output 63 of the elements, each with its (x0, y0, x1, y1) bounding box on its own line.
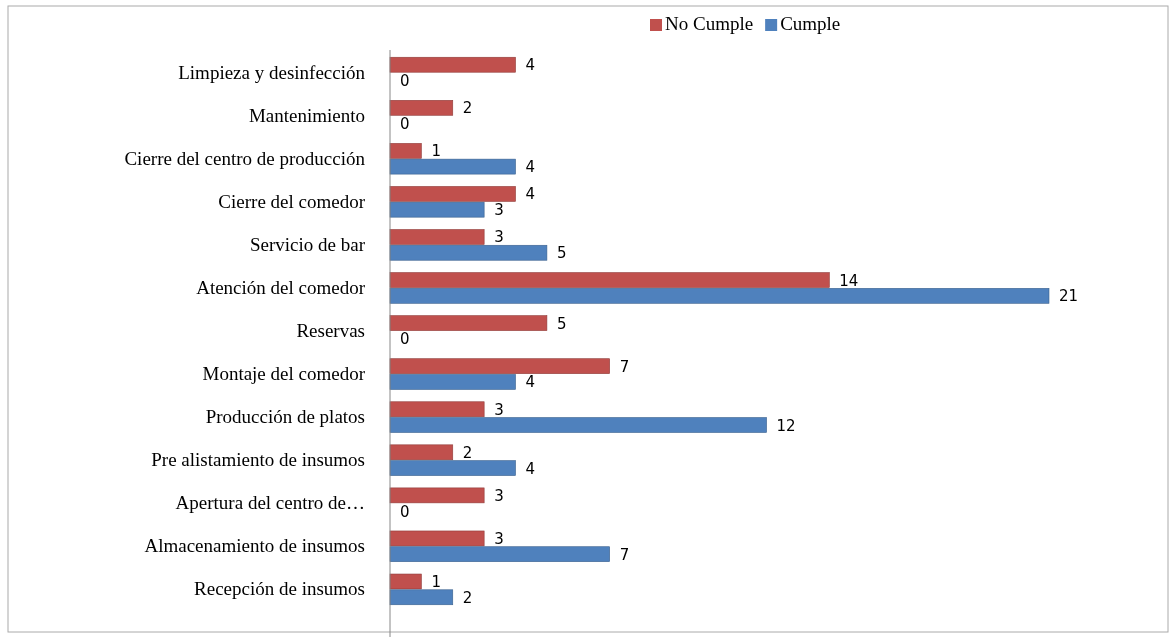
bar (389, 56, 516, 73)
data-label: 0 (400, 115, 410, 134)
data-label: 3 (494, 529, 504, 548)
data-label: 4 (525, 185, 536, 204)
data-label: 0 (400, 71, 410, 90)
data-label: 1 (431, 573, 441, 592)
data-label: 2 (462, 443, 473, 462)
data-label: 0 (400, 502, 410, 521)
data-label: 3 (494, 201, 504, 220)
y-tick-label: Almacenamiento de insumos (144, 535, 365, 557)
bar (389, 186, 516, 202)
data-label: 12 (776, 416, 796, 435)
data-label: 4 (525, 158, 536, 177)
legend-label: No Cumple (665, 13, 754, 34)
bar (389, 143, 422, 159)
bar (389, 374, 516, 390)
bar (389, 158, 516, 175)
bar (389, 272, 830, 288)
bar (389, 100, 454, 116)
data-label: 3 (494, 228, 504, 247)
data-label: 5 (556, 314, 567, 333)
y-tick-label: Pre alistamiento de insumos (151, 449, 365, 471)
y-tick-label: Servicio de bar (249, 233, 366, 255)
data-label: 2 (462, 588, 473, 607)
data-label: 1 (431, 142, 441, 161)
bar (389, 530, 485, 547)
data-label: 21 (1059, 287, 1079, 306)
bar (389, 288, 1050, 304)
y-tick-label: Cierre del comedor (218, 190, 366, 212)
data-label: 4 (525, 56, 536, 75)
data-label: 5 (556, 244, 567, 263)
y-tick-label: Cierre del centro de producción (124, 147, 366, 169)
y-tick-label: Producción de platos (205, 406, 365, 428)
y-tick-label: Mantenimiento (248, 104, 365, 126)
data-label: 14 (839, 271, 859, 290)
legend-label: Cumple (780, 13, 841, 34)
bar (389, 589, 454, 606)
data-label: 7 (619, 357, 630, 376)
bar (389, 229, 485, 245)
bar (389, 444, 454, 461)
bar (389, 460, 516, 476)
data-label: 2 (462, 99, 473, 118)
bar (389, 487, 485, 504)
bar (389, 358, 610, 374)
data-label: 7 (619, 545, 630, 564)
y-tick-label: Recepción de insumos (194, 578, 365, 600)
y-tick-label: Apertura del centro de… (175, 492, 365, 514)
bar (389, 244, 548, 261)
data-label: 0 (400, 330, 410, 349)
y-tick-label: Atención del comedor (196, 277, 366, 299)
data-label: 4 (525, 459, 536, 478)
data-label: 3 (494, 486, 504, 505)
y-tick-label: Limpieza y desinfección (178, 61, 366, 83)
bar (389, 315, 548, 331)
bar (389, 417, 767, 433)
data-label: 3 (494, 400, 504, 419)
y-tick-label: Montaje del comedor (202, 363, 366, 385)
data-label: 4 (525, 373, 536, 392)
bar (389, 201, 485, 218)
bar (389, 573, 422, 590)
bar (389, 546, 610, 562)
y-tick-label: Reservas (296, 320, 365, 342)
bar (389, 401, 485, 418)
